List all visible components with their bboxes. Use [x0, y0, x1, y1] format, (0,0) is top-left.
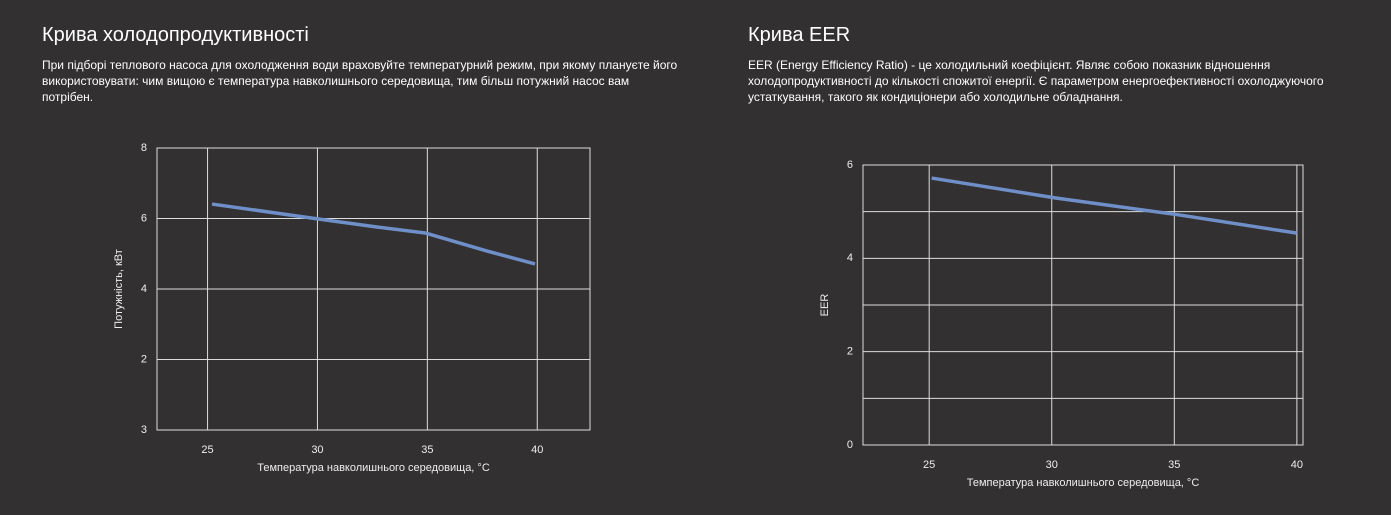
y-tick-label: 3: [141, 424, 147, 436]
y-tick-label: 8: [141, 142, 147, 154]
y-tick-label: 2: [847, 346, 853, 358]
y-tick-label: 6: [847, 159, 853, 171]
description: При підборі теплового насоса для охолодж…: [42, 58, 678, 104]
y-tick-label: 4: [141, 283, 147, 295]
x-tick-label: 30: [311, 444, 323, 456]
y-axis-label: EER: [819, 294, 831, 317]
y-tick-label: 0: [847, 439, 853, 451]
data-line: [211, 202, 536, 266]
y-tick-label: 2: [141, 353, 147, 365]
y-tick-label: 6: [141, 212, 147, 224]
x-tick-label: 35: [421, 444, 433, 456]
y-tick-label: 4: [847, 252, 853, 264]
x-axis-label: Температура навколишнього середовища, °C: [967, 477, 1200, 489]
x-tick-label: 40: [1291, 459, 1303, 471]
title: Крива EER: [748, 24, 851, 46]
y-axis-label: Потужність, кВт: [113, 249, 125, 329]
title: Крива холодопродуктивності: [42, 24, 309, 46]
x-tick-label: 25: [923, 459, 935, 471]
x-axis-label: Температура навколишнього середовища, °C: [257, 462, 490, 474]
description: EER (Energy Efficiency Ratio) - це холод…: [748, 58, 1324, 104]
x-tick-label: 25: [201, 444, 213, 456]
x-tick-label: 30: [1046, 459, 1058, 471]
x-tick-label: 40: [531, 444, 543, 456]
x-tick-label: 35: [1168, 459, 1180, 471]
data-line: [931, 176, 1298, 235]
